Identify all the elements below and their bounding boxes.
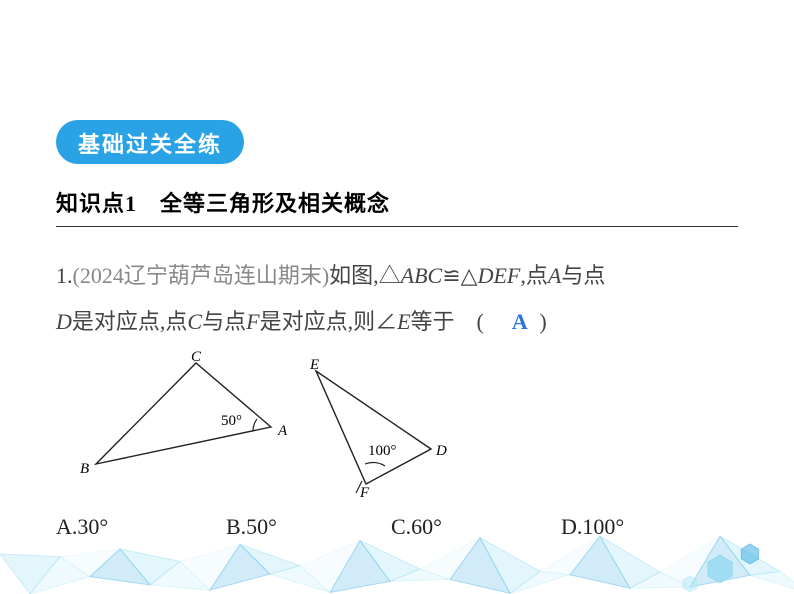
option-d: D.100°: [561, 514, 711, 540]
option-b: B.50°: [226, 514, 391, 540]
q-p6: 是对应点,则∠: [260, 309, 398, 334]
q-p3: 与点: [561, 263, 605, 288]
svg-text:D: D: [435, 443, 447, 459]
svg-text:50°: 50°: [221, 413, 242, 429]
q-C: C: [187, 309, 202, 334]
q-tri2: DEF: [478, 263, 521, 288]
q-tri1: ABC: [401, 263, 443, 288]
q-cong: ≌: [442, 263, 460, 288]
q-answer: A: [506, 299, 534, 345]
svg-text:C: C: [191, 349, 202, 365]
slide-page: 基础过关全练 知识点1 全等三角形及相关概念 1.(2024辽宁葫芦岛连山期末)…: [0, 0, 794, 594]
q-p4: 是对应点,点: [72, 309, 188, 334]
option-c: C.60°: [391, 514, 561, 540]
question-text: 1.(2024辽宁葫芦岛连山期末)如图,△ABC≌△DEF,点A与点 D是对应点…: [56, 253, 738, 345]
q-p1: 如图,△: [329, 263, 401, 288]
badge-text: 基础过关全练: [78, 132, 222, 157]
q-number: 1.: [56, 263, 73, 288]
badge-pill: 基础过关全练: [56, 120, 244, 164]
geometry-diagram: 50° A B C 100° D E F: [56, 349, 738, 504]
svg-text:E: E: [309, 357, 319, 373]
q-p7: 等于 (: [411, 309, 484, 334]
knowledge-point-text: 知识点1 全等三角形及相关概念: [56, 191, 390, 216]
options-row: A.30° B.50° C.60° D.100°: [56, 514, 738, 540]
q-p5: 与点: [202, 309, 246, 334]
section-badge: 基础过关全练: [56, 120, 738, 164]
q-tri2pre: △: [461, 263, 478, 288]
svg-text:100°: 100°: [368, 443, 397, 459]
q-source: (2024辽宁葫芦岛连山期末): [73, 263, 330, 288]
q-p2: ,点: [520, 263, 548, 288]
svg-text:F: F: [359, 485, 370, 499]
svg-text:B: B: [80, 461, 89, 477]
svg-text:A: A: [277, 423, 288, 439]
heading-underline: [56, 226, 738, 227]
q-A: A: [548, 263, 561, 288]
q-E: E: [397, 309, 410, 334]
q-p8: ): [539, 309, 546, 334]
diagram-svg: 50° A B C 100° D E F: [56, 349, 456, 499]
knowledge-point-heading: 知识点1 全等三角形及相关概念: [56, 186, 738, 224]
q-F: F: [246, 309, 259, 334]
q-D: D: [56, 309, 72, 334]
option-a: A.30°: [56, 514, 226, 540]
